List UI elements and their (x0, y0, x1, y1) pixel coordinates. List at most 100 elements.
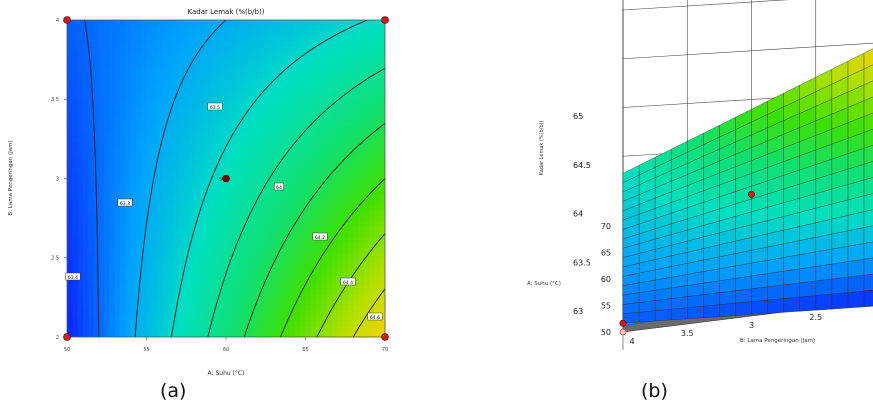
heatmap-cell (273, 257, 280, 264)
heatmap-cell (252, 294, 259, 301)
heatmap-cell (337, 46, 344, 53)
heatmap-cell (284, 99, 291, 106)
heatmap-cell (88, 183, 95, 190)
heatmap-cell (157, 199, 163, 206)
heatmap-cell (151, 152, 158, 158)
heatmap-cell (125, 189, 132, 195)
heatmap-cell (289, 220, 296, 227)
heatmap-cell (321, 167, 328, 174)
heatmap-cell (88, 257, 95, 264)
heatmap-cell (215, 220, 222, 227)
heatmap-cell (316, 125, 322, 132)
heatmap-cell (347, 136, 354, 143)
heatmap-cell (289, 125, 296, 132)
heatmap-cell (263, 252, 269, 259)
heatmap-cell (279, 284, 285, 291)
heatmap-cell (332, 136, 338, 143)
heatmap-cell (82, 109, 89, 116)
heatmap-cell (162, 78, 169, 84)
heatmap-cell (263, 67, 269, 74)
heatmap-cell (337, 157, 344, 164)
heatmap-cell (135, 183, 142, 190)
heatmap-cell (226, 56, 232, 63)
heatmap-cell (305, 109, 312, 116)
heatmap-cell (347, 51, 354, 58)
heatmap-cell (257, 284, 264, 291)
heatmap-cell (379, 130, 385, 137)
heatmap-cell (77, 146, 84, 153)
heatmap-cell (257, 130, 264, 137)
heatmap-cell (226, 204, 232, 211)
heatmap-cell (220, 109, 227, 116)
heatmap-cell (72, 294, 79, 301)
heatmap-cell (294, 263, 301, 269)
heatmap-cell (326, 136, 333, 143)
heatmap-cell (146, 268, 153, 275)
heatmap-cell (241, 220, 248, 227)
heatmap-cell (347, 115, 354, 121)
heatmap-cell (347, 78, 354, 84)
heatmap-cell (98, 300, 105, 306)
heatmap-cell (273, 62, 280, 69)
heatmap-cell (263, 194, 269, 201)
heatmap-cell (252, 220, 259, 227)
heatmap-cell (300, 326, 307, 333)
heatmap-cell (263, 321, 269, 328)
heatmap-cell (194, 252, 201, 259)
surface-cell (751, 260, 768, 277)
heatmap-cell (273, 67, 280, 74)
heatmap-cell (120, 93, 126, 100)
heatmap-cell (252, 284, 259, 291)
heatmap-cell (72, 300, 79, 306)
heatmap-cell (332, 56, 338, 63)
heatmap-cell (183, 109, 190, 116)
heatmap-cell (273, 46, 280, 53)
heatmap-cell (300, 231, 307, 238)
heatmap-cell (72, 115, 79, 121)
heatmap-cell (183, 152, 190, 158)
heatmap-cell (247, 294, 254, 301)
heatmap-cell (310, 284, 317, 291)
heatmap-cell (199, 120, 206, 127)
heatmap-cell (257, 115, 264, 121)
heatmap-cell (363, 56, 370, 63)
heatmap-cell (98, 30, 105, 37)
heatmap-cell (157, 284, 163, 291)
heatmap-cell (199, 62, 206, 69)
heatmap-cell (363, 30, 370, 37)
heatmap-cell (194, 210, 201, 217)
heatmap-cell (231, 30, 238, 37)
heatmap-cell (146, 315, 153, 322)
heatmap-cell (162, 51, 169, 58)
heatmap-cell (337, 178, 344, 185)
heatmap-cell (104, 231, 110, 238)
heatmap-cell (104, 204, 110, 211)
heatmap-cell (347, 146, 354, 153)
heatmap-cell (178, 321, 185, 328)
heatmap-cell (151, 231, 158, 238)
heatmap-cell (72, 25, 79, 32)
heatmap-cell (353, 120, 360, 127)
contour-label-box (207, 102, 223, 111)
heatmap-cell (157, 35, 163, 42)
y-tick-label: 3.5 (51, 97, 59, 103)
heatmap-cell (337, 231, 344, 238)
heatmap-cell (194, 278, 201, 285)
heatmap-cell (93, 146, 100, 153)
heatmap-cell (199, 93, 206, 100)
heatmap-cell (273, 30, 280, 37)
heatmap-cell (321, 78, 328, 84)
heatmap-cell (173, 152, 179, 158)
heatmap-cell (104, 273, 110, 280)
heatmap-cell (77, 173, 84, 180)
heatmap-cell (342, 215, 349, 222)
heatmap-cell (72, 152, 79, 158)
heatmap-cell (141, 210, 148, 217)
heatmap-cell (141, 294, 148, 301)
heatmap-cell (167, 284, 174, 291)
heatmap-cell (188, 241, 195, 248)
heatmap-cell (316, 173, 322, 180)
heatmap-cell (146, 51, 153, 58)
heatmap-cell (310, 247, 317, 254)
heatmap-cell (135, 146, 142, 153)
